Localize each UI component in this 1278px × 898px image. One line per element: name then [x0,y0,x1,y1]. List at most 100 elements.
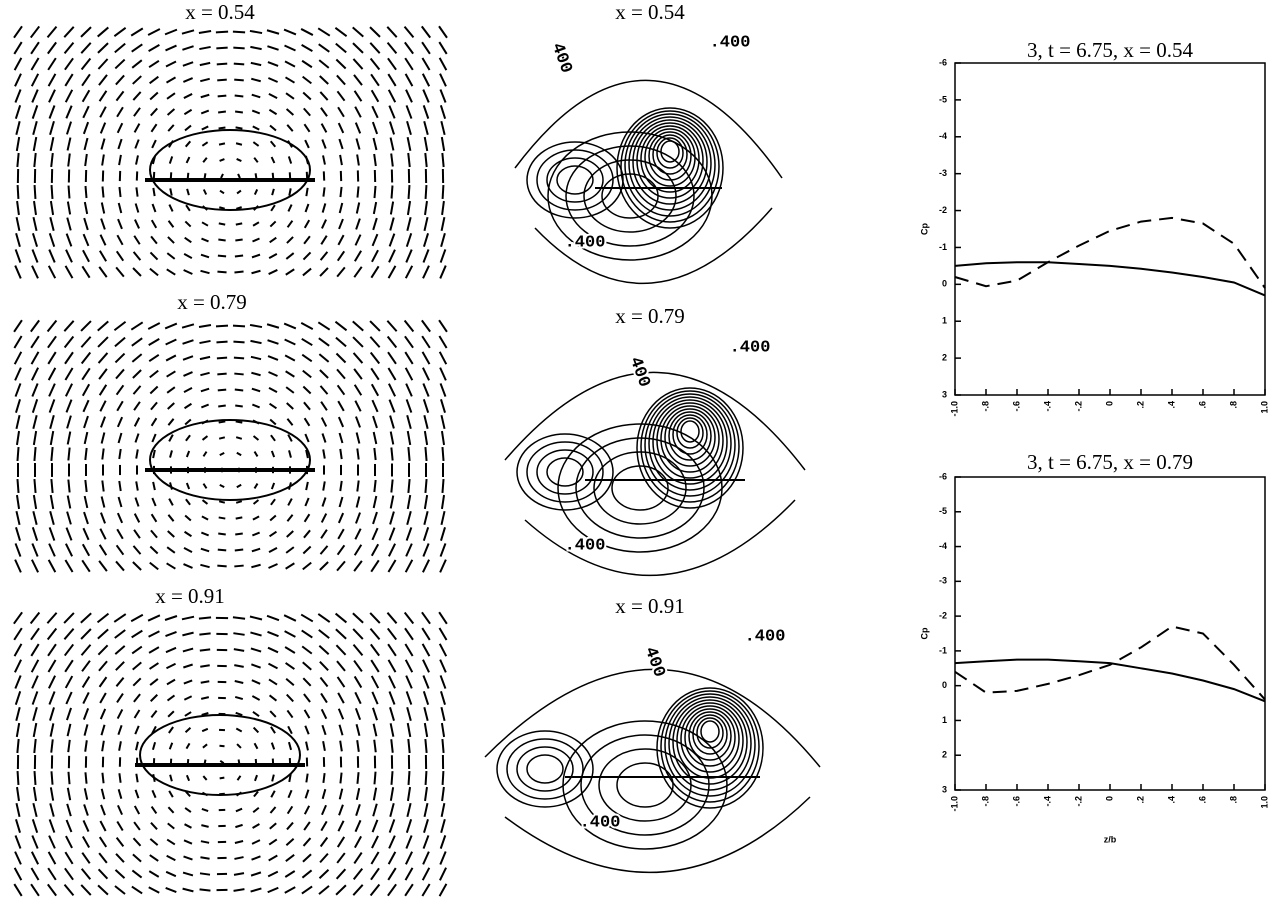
vector [389,217,395,231]
vector [406,136,412,152]
vector [67,479,71,493]
vector [356,154,360,166]
vector [185,204,191,212]
vector [13,41,23,55]
vector [321,788,327,800]
vector [132,75,142,85]
vector [83,495,89,509]
contour-line [506,738,584,800]
vector [372,787,378,801]
vector [234,388,244,392]
vector [336,852,346,864]
vector [267,646,279,654]
vector [200,77,210,83]
x-axis-label: z/b [1104,834,1117,844]
vector [82,105,90,119]
vector [30,867,40,881]
vector [47,41,57,55]
contour-line [672,699,748,785]
vector [370,643,380,657]
vector [14,659,22,673]
vector [81,836,91,848]
vector [32,722,38,738]
vector [386,612,398,624]
vector [303,821,311,831]
vector [184,402,192,410]
vector [251,663,261,669]
vector [202,451,208,457]
vector [49,707,55,721]
vector [32,136,38,152]
vector [98,368,108,380]
vector [135,155,139,165]
vector [305,449,309,459]
vector [288,188,292,196]
contour-line [593,451,687,525]
vector [100,218,106,230]
vector [353,659,363,673]
vector [133,417,141,427]
vector [220,173,224,179]
vector [353,384,363,396]
y-axis-label: Cp [919,627,929,639]
vector [234,680,244,684]
vector [98,74,108,86]
vector [49,787,55,801]
vector [422,249,430,263]
vector [185,774,191,782]
vector [66,415,72,429]
vector [336,836,346,848]
vector [80,57,92,71]
vector [181,29,195,35]
vector [422,851,430,865]
vortex-outline [149,129,311,211]
vector [114,629,126,639]
vector [304,497,310,507]
vector [268,386,278,394]
vector [301,885,313,895]
vector [286,514,294,522]
vector [217,388,227,392]
vector [439,675,447,689]
vector [389,723,395,737]
vector [270,204,276,212]
vector [386,627,398,641]
vector [48,233,56,247]
contour-line [680,420,700,443]
vector [149,251,159,261]
vector [166,92,176,100]
vector [440,136,446,152]
vector [250,871,262,877]
vector [422,367,430,381]
vector [14,675,22,689]
vector [16,738,20,754]
vector [31,249,39,263]
vector [251,77,261,83]
vector [284,60,296,68]
vector [250,61,262,67]
vector [201,141,209,147]
vector [97,352,109,364]
vector [100,788,106,800]
vector [183,371,193,377]
vector [46,627,58,641]
vector [422,527,430,541]
vector [268,371,278,377]
vector [369,628,381,640]
vector [165,44,177,52]
plot-frame [954,476,1266,791]
vector [48,399,56,413]
vector [338,724,344,736]
contour-line [656,137,684,169]
contour-lines [484,668,821,874]
x-tick-label: 0 [1104,796,1114,801]
vector [183,108,193,116]
vector [13,25,23,39]
contour-label: .400 [580,813,621,832]
vector [182,647,194,653]
vector [337,692,345,704]
vector [65,121,73,135]
vector [132,677,142,687]
vector [286,236,294,244]
vector [355,138,361,150]
